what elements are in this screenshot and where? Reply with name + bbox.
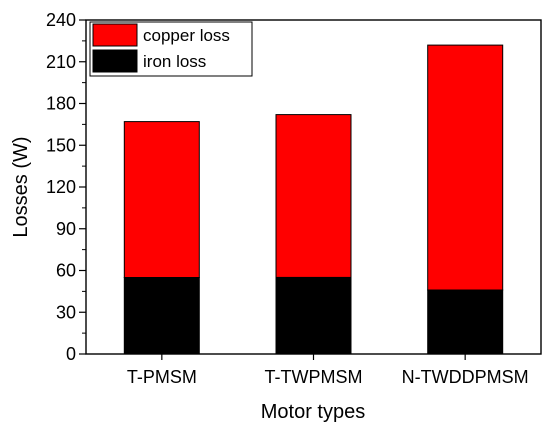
axes-layer: T-PMSM T-TWPMSM N-TWDDPMSM 0 30 60 90 120 150 180… [46, 10, 542, 387]
y-tick-label: 60 [56, 261, 76, 281]
legend: copper loss iron loss [89, 21, 253, 77]
bar-iron-loss-t-twpmsm [275, 277, 352, 355]
y-tick-label: 90 [56, 219, 76, 239]
bar-iron-loss-n-twddpmsm [427, 289, 504, 355]
bar-copper-loss-t-twpmsm [275, 114, 352, 278]
y-tick-label: 30 [56, 302, 76, 322]
bars-layer [123, 44, 504, 355]
y-tick-label: 120 [46, 177, 76, 197]
bar-copper-loss-t-pmsm [123, 121, 200, 278]
y-tick-label: 0 [66, 344, 76, 364]
y-tick-label: 180 [46, 94, 76, 114]
x-axis-label: Motor types [261, 401, 365, 423]
legend-label-iron-loss: iron loss [143, 52, 206, 71]
legend-swatch-copper-loss [92, 23, 138, 47]
y-tick-label: 240 [46, 10, 76, 30]
x-tick-label: N-TWDDPMSM [402, 367, 529, 387]
bar-iron-loss-t-pmsm [123, 277, 200, 355]
y-tick-label: 210 [46, 52, 76, 72]
legend-swatch-iron-loss [92, 49, 138, 73]
legend-label-copper-loss: copper loss [143, 26, 230, 45]
bar-copper-loss-n-twddpmsm [427, 44, 504, 291]
x-tick-label: T-TWPMSM [265, 367, 363, 387]
y-axis-label: Losses (W) [10, 136, 32, 237]
x-tick-label: T-PMSM [127, 367, 197, 387]
y-tick-label: 150 [46, 135, 76, 155]
